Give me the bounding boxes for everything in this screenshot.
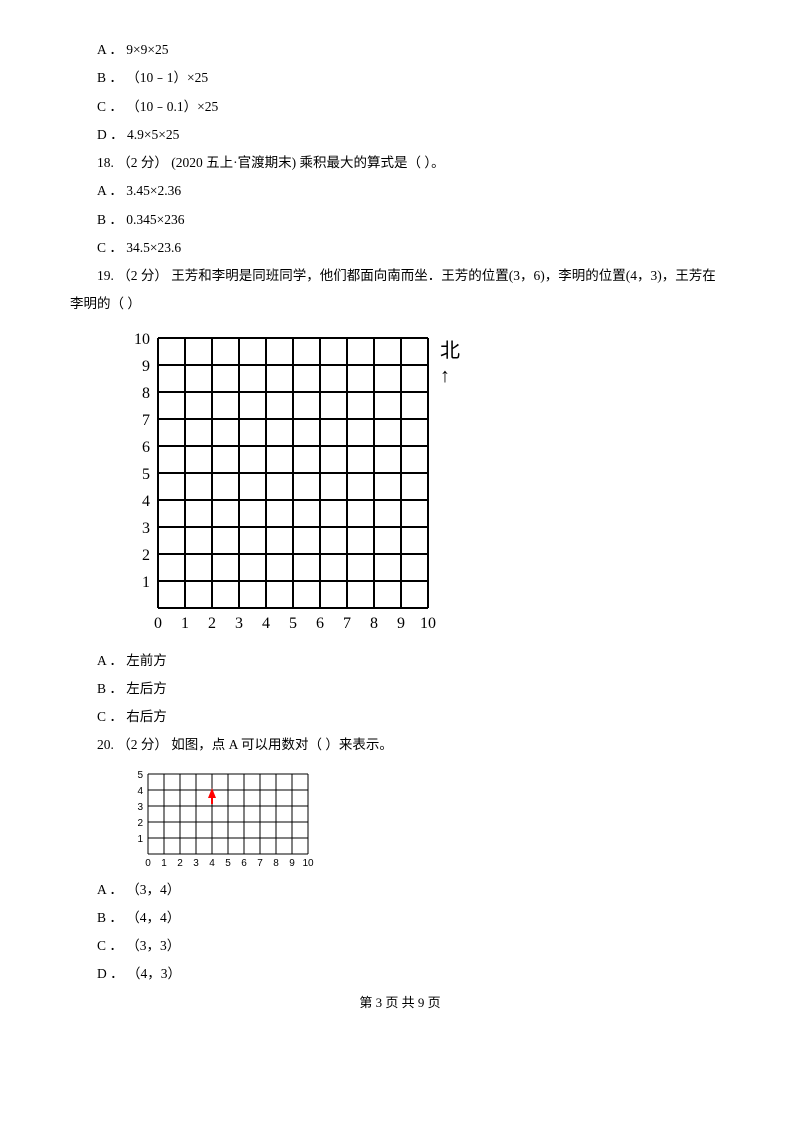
q17-option-b: B ． （10﹣1）×25 bbox=[70, 68, 730, 88]
q17-option-c: C ． （10﹣0.1）×25 bbox=[70, 97, 730, 117]
svg-text:4: 4 bbox=[142, 493, 150, 510]
q18-option-a: A ． 3.45×2.36 bbox=[70, 181, 730, 201]
svg-text:4: 4 bbox=[137, 786, 143, 797]
svg-text:5: 5 bbox=[225, 858, 231, 869]
svg-text:5: 5 bbox=[289, 615, 297, 632]
grid-small-svg: 01234567891012345 bbox=[130, 764, 315, 872]
svg-text:10: 10 bbox=[134, 331, 150, 348]
svg-text:4: 4 bbox=[262, 615, 270, 632]
svg-text:0: 0 bbox=[154, 615, 162, 632]
q18-option-c: C ． 34.5×23.6 bbox=[70, 238, 730, 258]
svg-text:2: 2 bbox=[177, 858, 183, 869]
grid-large-svg: 0 1 2 3 4 5 6 7 8 9 10 1 2 3 4 5 6 7 8 9 10 bbox=[130, 323, 460, 643]
svg-text:8: 8 bbox=[273, 858, 279, 869]
north-indicator: 北 ↑ bbox=[440, 336, 460, 386]
svg-text:6: 6 bbox=[241, 858, 247, 869]
q20-stem: 20. （2 分） 如图，点 A 可以用数对（ ）来表示。 bbox=[70, 735, 730, 755]
page-footer: 第 3 页 共 9 页 bbox=[70, 993, 730, 1013]
svg-text:4: 4 bbox=[209, 858, 215, 869]
svg-text:2: 2 bbox=[142, 547, 150, 564]
q18-option-b: B ． 0.345×236 bbox=[70, 210, 730, 230]
svg-text:3: 3 bbox=[137, 802, 143, 813]
svg-text:6: 6 bbox=[316, 615, 324, 632]
svg-text:9: 9 bbox=[142, 358, 150, 375]
svg-text:1: 1 bbox=[161, 858, 167, 869]
q18-stem: 18. （2 分） (2020 五上·官渡期末) 乘积最大的算式是（ ）。 bbox=[70, 153, 730, 173]
svg-text:1: 1 bbox=[142, 574, 150, 591]
q17-option-a: A ． 9×9×25 bbox=[70, 40, 730, 60]
svg-text:10: 10 bbox=[302, 858, 314, 869]
svg-text:6: 6 bbox=[142, 439, 150, 456]
q20-option-d: D ． （4，3） bbox=[70, 964, 730, 984]
svg-text:8: 8 bbox=[370, 615, 378, 632]
svg-text:5: 5 bbox=[142, 466, 150, 483]
svg-text:5: 5 bbox=[137, 770, 143, 781]
north-char: 北 bbox=[440, 336, 460, 366]
q19-stem-line2: 李明的（ ） bbox=[70, 294, 730, 314]
q17-option-d: D ． 4.9×5×25 bbox=[70, 125, 730, 145]
svg-text:2: 2 bbox=[208, 615, 216, 632]
svg-text:0: 0 bbox=[145, 858, 151, 869]
q19-grid: 0 1 2 3 4 5 6 7 8 9 10 1 2 3 4 5 6 7 8 9 10 北 ↑ bbox=[130, 323, 730, 643]
svg-text:1: 1 bbox=[181, 615, 189, 632]
svg-text:3: 3 bbox=[193, 858, 199, 869]
q19-option-b: B ． 左后方 bbox=[70, 679, 730, 699]
q20-option-c: C ． （3，3） bbox=[70, 936, 730, 956]
q20-option-a: A ． （3，4） bbox=[70, 880, 730, 900]
q19-option-a: A ． 左前方 bbox=[70, 651, 730, 671]
svg-text:2: 2 bbox=[137, 818, 143, 829]
svg-text:9: 9 bbox=[289, 858, 295, 869]
q19-option-c: C ． 右后方 bbox=[70, 707, 730, 727]
svg-text:7: 7 bbox=[142, 412, 150, 429]
svg-text:9: 9 bbox=[397, 615, 405, 632]
svg-text:8: 8 bbox=[142, 385, 150, 402]
q20-option-b: B ． （4，4） bbox=[70, 908, 730, 928]
arrow-icon: ↑ bbox=[440, 366, 460, 386]
svg-text:7: 7 bbox=[257, 858, 263, 869]
svg-text:10: 10 bbox=[420, 615, 436, 632]
svg-text:1: 1 bbox=[137, 834, 143, 845]
svg-text:3: 3 bbox=[142, 520, 150, 537]
q20-grid: 01234567891012345 bbox=[130, 764, 730, 872]
svg-text:7: 7 bbox=[343, 615, 351, 632]
svg-text:3: 3 bbox=[235, 615, 243, 632]
q19-stem-line1: 19. （2 分） 王芳和李明是同班同学，他们都面向南而坐．王芳的位置(3，6)… bbox=[70, 266, 730, 286]
